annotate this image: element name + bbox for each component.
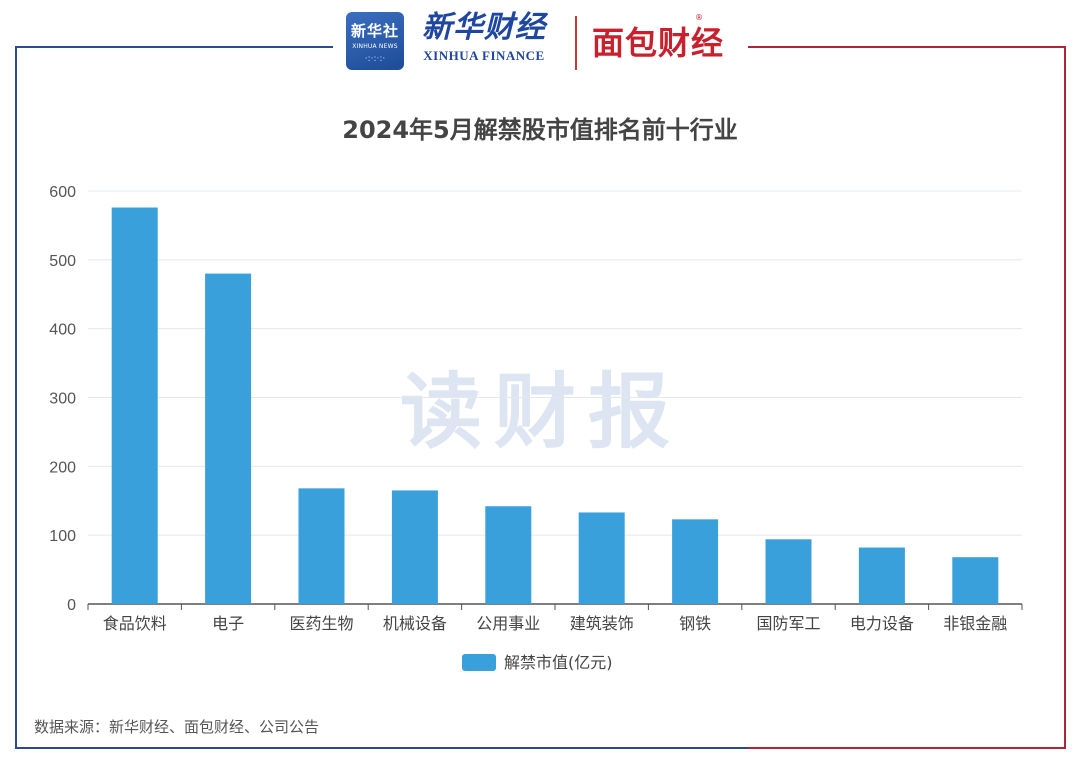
y-tick-label: 0 [67, 597, 76, 614]
registered-mark-icon: ® [695, 13, 703, 22]
xinhua-finance-cn: 新华财经 [422, 10, 546, 45]
bar [485, 506, 532, 604]
mianbao-finance-logo: 面包财经 [592, 24, 725, 62]
frame-right-border [748, 46, 1066, 749]
x-tick-label: 食品饮料 [103, 614, 167, 633]
xinhua-finance-en: XINHUA FINANCE [423, 48, 545, 63]
bar [298, 488, 345, 604]
network-dots-icon: ·:·:·:· [364, 54, 386, 64]
bar [672, 519, 719, 604]
watermark: 读财报 [400, 365, 683, 460]
frame-left-border [15, 46, 333, 749]
xinhua-news-logo: 新华社 XINHUA NEWS ·:·:·:· [346, 12, 404, 70]
bar [578, 512, 625, 604]
source-note: 数据来源：新华财经、面包财经、公司公告 [34, 718, 320, 736]
y-tick-label: 500 [49, 253, 76, 270]
bar [111, 207, 158, 604]
bar [858, 547, 905, 604]
xinhua-finance-logo: 新华财经 XINHUA FINANCE [414, 10, 554, 64]
y-tick-label: 200 [49, 459, 76, 476]
bar [952, 557, 999, 604]
chart-title: 2024年5月解禁股市值排名前十行业 [342, 116, 738, 144]
x-tick-label: 钢铁 [679, 614, 711, 633]
bar [765, 539, 812, 604]
y-tick-label: 600 [49, 184, 76, 201]
y-tick-label: 100 [49, 528, 76, 545]
x-tick-label: 电子 [212, 614, 244, 633]
logo-divider [575, 16, 577, 70]
xinhua-logo-subtext: XINHUA NEWS [352, 43, 398, 50]
x-tick-label: 建筑装饰 [570, 614, 634, 633]
xinhua-logo-text: 新华社 [350, 22, 399, 40]
frame-bottom-border [333, 747, 748, 749]
legend-label: 解禁市值(亿元) [504, 653, 613, 672]
x-tick-label: 电力设备 [850, 614, 914, 633]
y-tick-label: 400 [49, 322, 76, 339]
legend-swatch [462, 654, 496, 671]
x-tick-label: 机械设备 [383, 614, 447, 633]
y-tick-label: 300 [49, 391, 76, 408]
bar [391, 490, 438, 604]
x-tick-label: 公用事业 [476, 614, 540, 633]
bar [205, 273, 252, 604]
x-tick-label: 医药生物 [289, 614, 353, 633]
x-tick-label: 非银金融 [943, 614, 1007, 633]
x-tick-label: 国防军工 [756, 614, 820, 633]
